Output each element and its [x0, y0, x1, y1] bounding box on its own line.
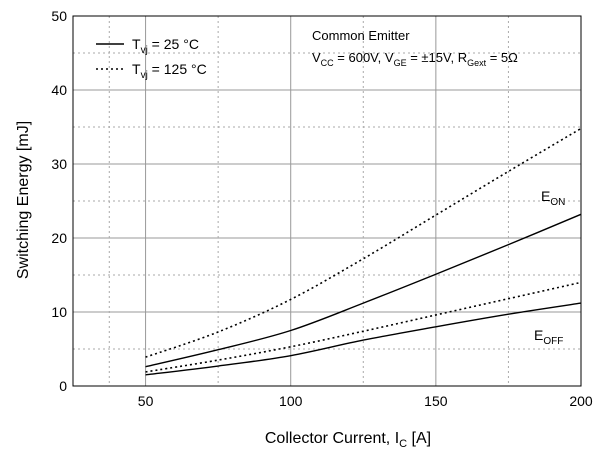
test-conditions-annotation: Common Emitter VCC = 600V, VGE = ±15V, RG… [312, 28, 518, 68]
x-axis-label-sub: C [399, 438, 407, 449]
series-line-eon-125 [145, 127, 582, 358]
x-tick-label: 200 [569, 393, 593, 409]
series-label-eoff: EOFF [534, 327, 563, 347]
legend-label: Tvj = 25 °C [132, 36, 199, 56]
x-axis-label-unit: [A] [407, 430, 431, 447]
y-tick-label: 30 [51, 156, 67, 172]
legend: Tvj = 25 °C Tvj = 125 °C [96, 36, 207, 81]
y-tick-label: 20 [51, 230, 67, 246]
annotation-line-2: VCC = 600V, VGE = ±15V, RGext = 5Ω [312, 50, 518, 68]
x-axis-label-main: Collector Current, I [265, 430, 399, 447]
y-tick-label: 50 [51, 8, 67, 24]
series-lines [145, 127, 582, 376]
series-line-eoff-125 [145, 281, 582, 373]
x-tick-label: 100 [279, 393, 303, 409]
tick-labels: 50 100 150 200 0 10 20 30 40 50 [51, 8, 592, 409]
y-axis-label: Switching Energy [mJ] [15, 121, 32, 279]
y-tick-label: 0 [59, 378, 67, 394]
y-tick-label: 10 [51, 304, 67, 320]
series-labels: EON EOFF [534, 188, 565, 347]
series-label-eon: EON [541, 188, 565, 208]
y-tick-label: 40 [51, 82, 67, 98]
series-line-eon-25 [145, 213, 582, 368]
plot-frame [72, 15, 582, 387]
x-tick-label: 50 [138, 393, 154, 409]
legend-label: Tvj = 125 °C [132, 61, 207, 81]
x-axis-label: Collector Current, IC [A] [265, 430, 431, 449]
annotation-line-1: Common Emitter [312, 28, 410, 43]
series-line-eoff-25 [145, 302, 582, 376]
x-tick-label: 150 [424, 393, 448, 409]
